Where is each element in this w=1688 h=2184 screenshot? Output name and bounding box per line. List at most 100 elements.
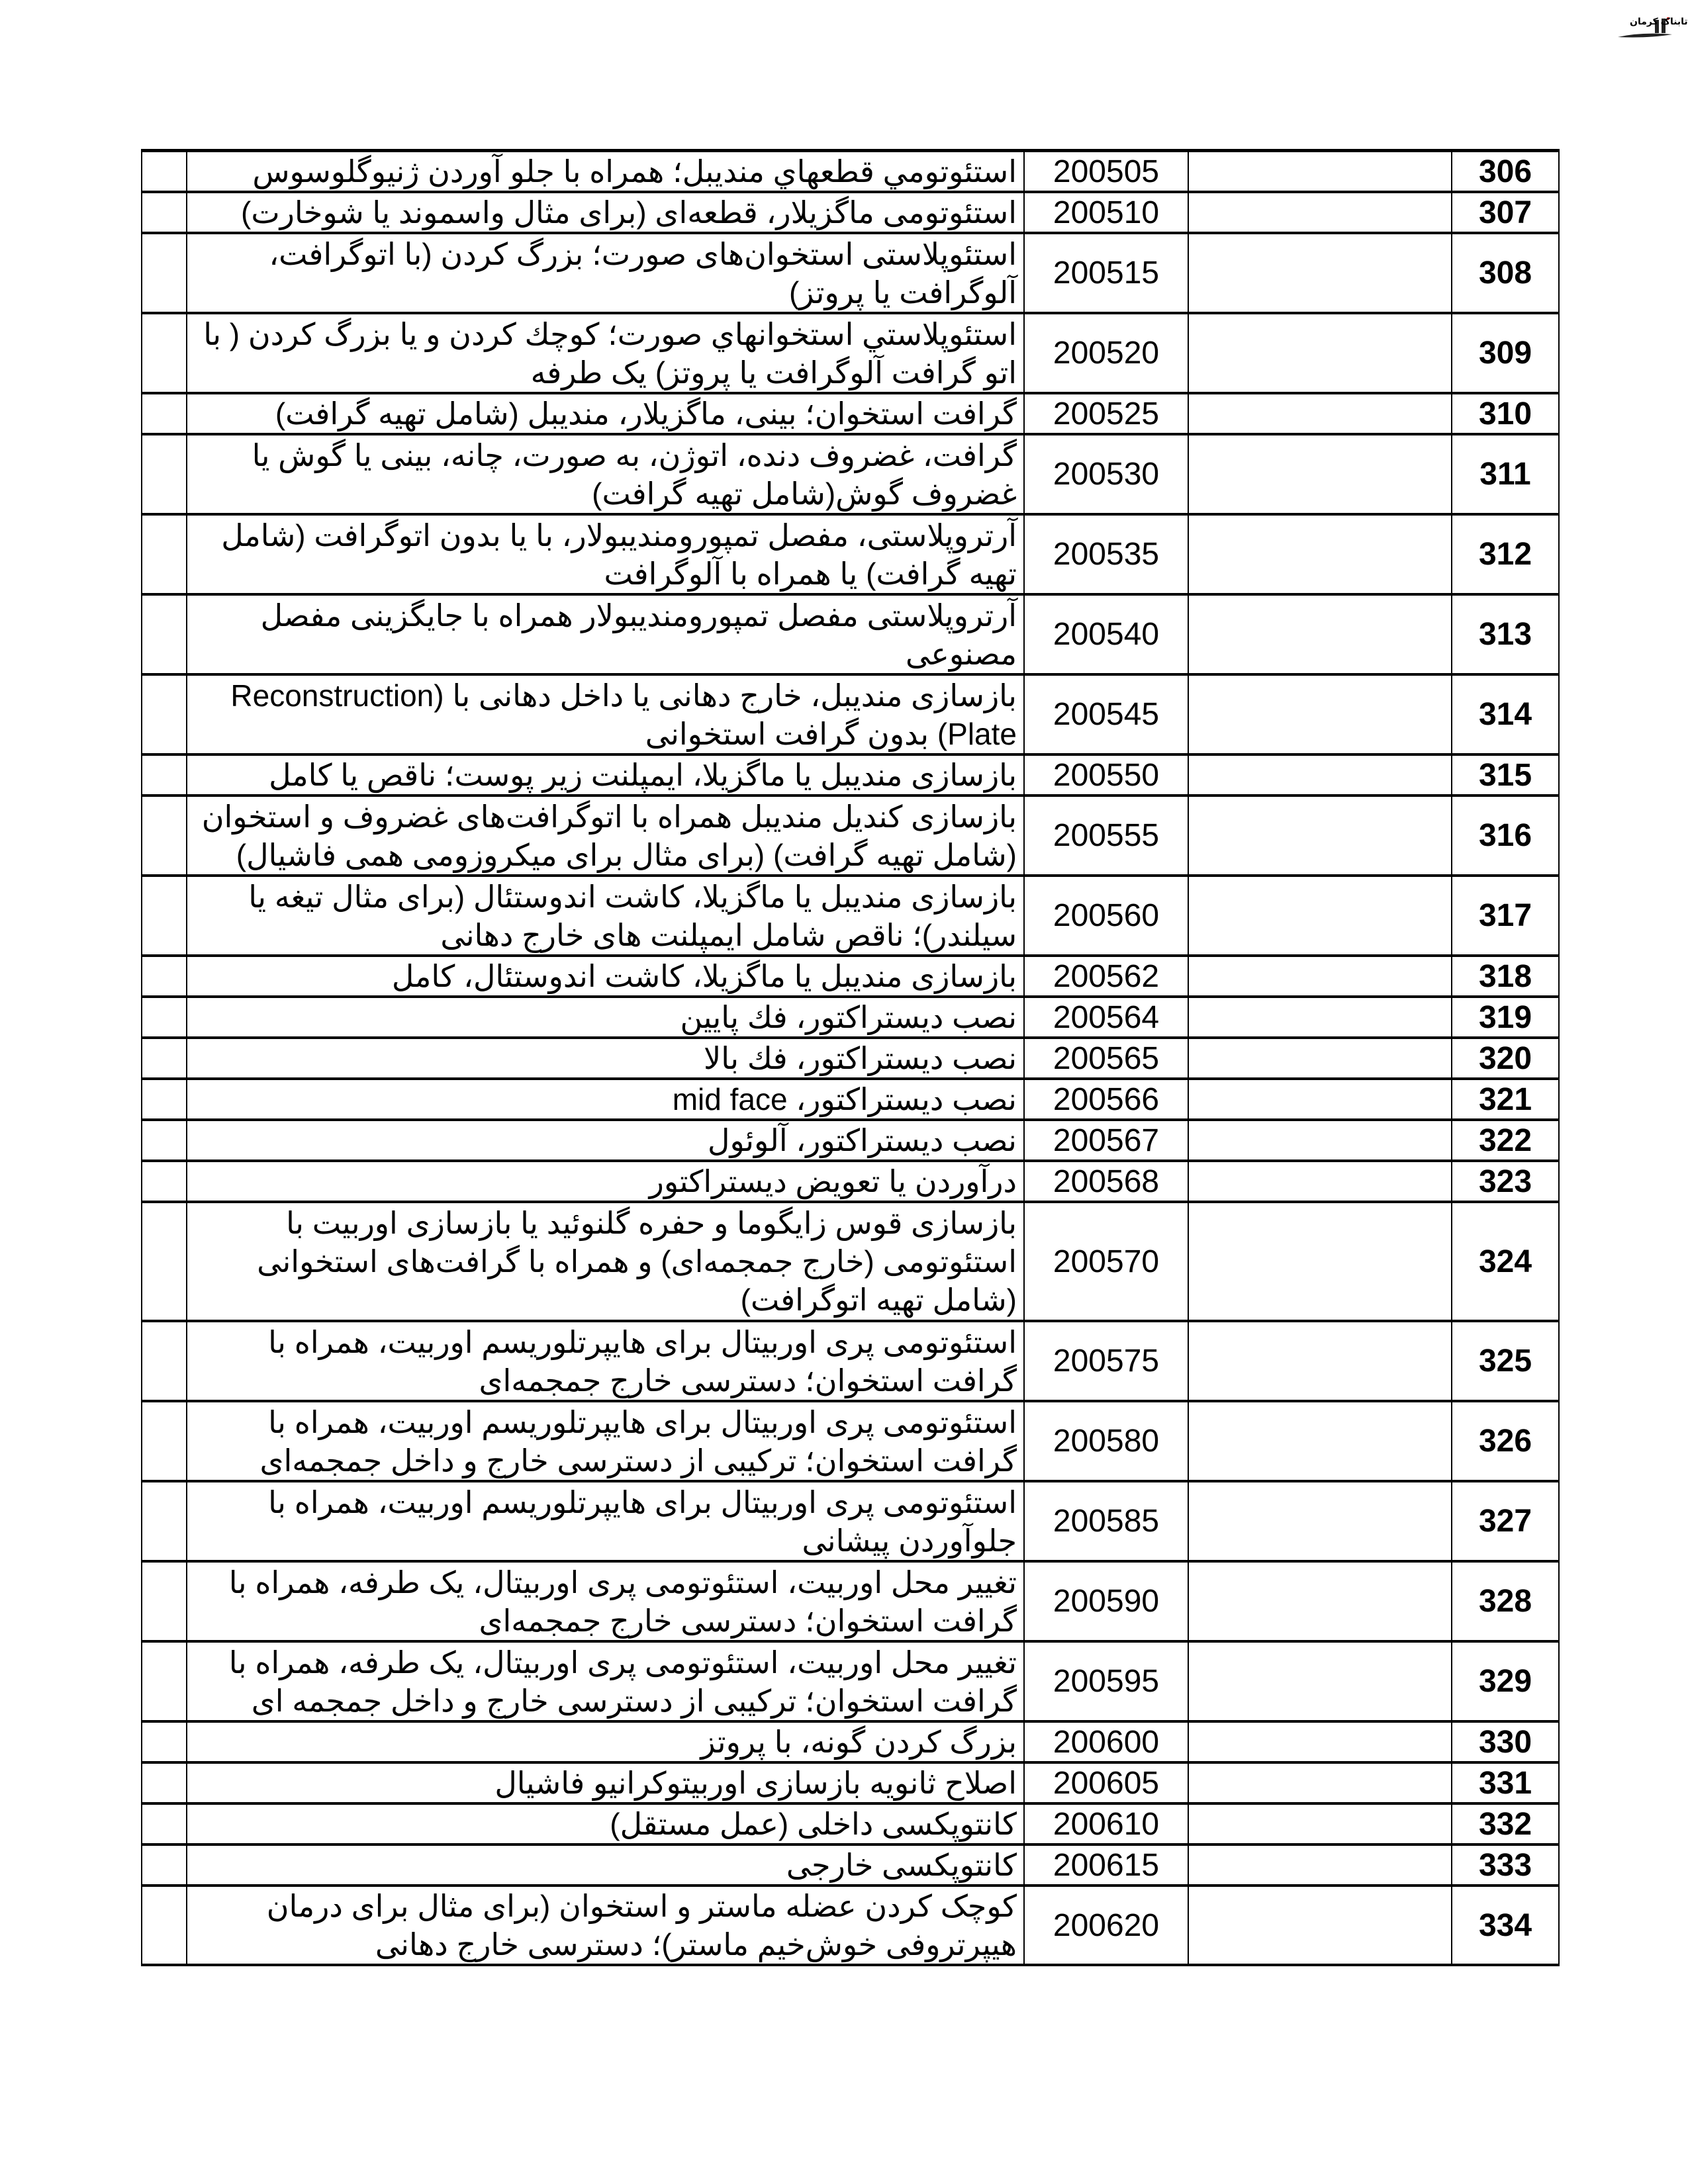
- table-row: بازسازی مندیبل یا ماگزیلا، کاشت اندوستئا…: [141, 955, 1560, 997]
- description-cell: نصب دیستراکتور، آلوئول: [186, 1119, 1025, 1161]
- table-row: نصب دیستراکتور، فك پایین 200564 319: [141, 996, 1560, 1038]
- table-row: آرتروپلاستی مفصل تمپورومندیبولار همراه ب…: [141, 594, 1560, 675]
- row-number-cell: 326: [1451, 1400, 1560, 1482]
- code-cell: 200566: [1023, 1078, 1189, 1120]
- blank-cell: [141, 1561, 187, 1642]
- table-row: نصب دیستراکتور، فك بالا 200565 320: [141, 1037, 1560, 1079]
- blank-cell: [141, 594, 187, 675]
- description-cell: کانتوپکسی داخلی (عمل مستقل): [186, 1803, 1025, 1845]
- code-cell: 200545: [1023, 674, 1189, 755]
- empty-cell: [1188, 955, 1452, 997]
- row-number-cell: 325: [1451, 1320, 1560, 1402]
- row-number-cell: 311: [1451, 433, 1560, 515]
- row-number-cell: 331: [1451, 1762, 1560, 1804]
- row-number-cell: 329: [1451, 1641, 1560, 1722]
- description-cell: بازسازی مندیبل یا ماگزیلا، کاشت اندوستئا…: [186, 875, 1025, 956]
- row-number-cell: 315: [1451, 754, 1560, 796]
- description-cell: بازسازی مندیبل، خارج دهانی یا داخل دهانی…: [186, 674, 1025, 755]
- table-row: کوچک کردن عضله ماستر و استخوان (برای مثا…: [141, 1885, 1560, 1966]
- code-cell: 200570: [1023, 1201, 1189, 1322]
- procedure-table: استئوتومي قطعهاي منديبل؛ همراه با جلو آو…: [141, 149, 1560, 1966]
- description-cell: استئوتومي قطعهاي منديبل؛ همراه با جلو آو…: [186, 150, 1025, 193]
- empty-cell: [1188, 514, 1452, 595]
- code-cell: 200615: [1023, 1844, 1189, 1886]
- code-cell: 200565: [1023, 1037, 1189, 1079]
- row-number-cell: 319: [1451, 996, 1560, 1038]
- description-cell: کوچک کردن عضله ماستر و استخوان (برای مثا…: [186, 1885, 1025, 1966]
- empty-cell: [1188, 1160, 1452, 1203]
- empty-cell: [1188, 754, 1452, 796]
- row-number-cell: 314: [1451, 674, 1560, 755]
- logo-text: تابناک کرمان: [1630, 16, 1688, 26]
- code-cell: 200595: [1023, 1641, 1189, 1722]
- empty-cell: [1188, 1885, 1452, 1966]
- code-cell: 200590: [1023, 1561, 1189, 1642]
- row-number-cell: 323: [1451, 1160, 1560, 1203]
- code-cell: 200555: [1023, 795, 1189, 876]
- code-cell: 200562: [1023, 955, 1189, 997]
- empty-cell: [1188, 1844, 1452, 1886]
- row-number-cell: 322: [1451, 1119, 1560, 1161]
- blank-cell: [141, 1078, 187, 1120]
- empty-cell: [1188, 875, 1452, 956]
- description-cell: استئوپلاستي استخوانهاي صورت؛ كوچك كردن و…: [186, 312, 1025, 394]
- row-number-cell: 328: [1451, 1561, 1560, 1642]
- blank-cell: [141, 1037, 187, 1079]
- row-number-cell: 333: [1451, 1844, 1560, 1886]
- empty-cell: [1188, 150, 1452, 193]
- description-cell: کانتوپکسی خارجی: [186, 1844, 1025, 1886]
- empty-cell: [1188, 1803, 1452, 1845]
- description-cell: درآوردن یا تعویض دیستراکتور: [186, 1160, 1025, 1203]
- blank-cell: [141, 1844, 187, 1886]
- code-cell: 200550: [1023, 754, 1189, 796]
- table-row: بازسازی مندیبل یا ماگزیلا، ایمپلنت زیر پ…: [141, 754, 1560, 796]
- blank-cell: [141, 392, 187, 435]
- table-row: بازسازی مندیبل، خارج دهانی یا داخل دهانی…: [141, 674, 1560, 755]
- description-cell: تغییر محل اوربیت، استئوتومی پری اوربیتال…: [186, 1561, 1025, 1642]
- table-row: بازسازی مندیبل یا ماگزیلا، کاشت اندوستئا…: [141, 875, 1560, 956]
- table-row: استئوتومی پری اوربیتال برای هایپرتلوریسم…: [141, 1320, 1560, 1402]
- table-row: استئوپلاستی استخوان‌های صورت؛ بزرگ کردن …: [141, 232, 1560, 314]
- code-cell: 200564: [1023, 996, 1189, 1038]
- empty-cell: [1188, 594, 1452, 675]
- description-cell: بازسازی کندیل مندیبل همراه با اتوگرافت‌ه…: [186, 795, 1025, 876]
- blank-cell: [141, 674, 187, 755]
- description-cell: گرافت، غضروف دنده، اتوژن، به صورت، چانه،…: [186, 433, 1025, 515]
- code-cell: 200510: [1023, 191, 1189, 234]
- description-cell: استئوپلاستی استخوان‌های صورت؛ بزرگ کردن …: [186, 232, 1025, 314]
- blank-cell: [141, 1160, 187, 1203]
- description-cell: آرتروپلاستی مفصل تمپورومندیبولار همراه ب…: [186, 594, 1025, 675]
- empty-cell: [1188, 312, 1452, 394]
- table-row: استئوتومي قطعهاي منديبل؛ همراه با جلو آو…: [141, 150, 1560, 193]
- row-number-cell: 316: [1451, 795, 1560, 876]
- table-row: استئوتومی ماگزیلار، قطعه‌ای (برای مثال و…: [141, 191, 1560, 234]
- description-cell: تغییر محل اوربیت، استئوتومی پری اوربیتال…: [186, 1641, 1025, 1722]
- code-cell: 200580: [1023, 1400, 1189, 1482]
- blank-cell: [141, 150, 187, 193]
- blank-cell: [141, 996, 187, 1038]
- blank-cell: [141, 1803, 187, 1845]
- table-row: بازسازی قوس زایگوما و حفره گلنوئید یا با…: [141, 1201, 1560, 1322]
- empty-cell: [1188, 1762, 1452, 1804]
- code-cell: 200605: [1023, 1762, 1189, 1804]
- description-cell: استئوتومی پری اوربیتال برای هایپرتلوریسم…: [186, 1480, 1025, 1562]
- table-row: بازسازی کندیل مندیبل همراه با اتوگرافت‌ه…: [141, 795, 1560, 876]
- description-cell: بازسازی مندیبل یا ماگزیلا، کاشت اندوستئا…: [186, 955, 1025, 997]
- empty-cell: [1188, 1400, 1452, 1482]
- code-cell: 200575: [1023, 1320, 1189, 1402]
- blank-cell: [141, 191, 187, 234]
- empty-cell: [1188, 1641, 1452, 1722]
- row-number-cell: 313: [1451, 594, 1560, 675]
- table-row: گرافت، غضروف دنده، اتوژن، به صورت، چانه،…: [141, 433, 1560, 515]
- description-cell: بزرگ کردن گونه، با پروتز: [186, 1721, 1025, 1763]
- blank-cell: [141, 754, 187, 796]
- blank-cell: [141, 875, 187, 956]
- empty-cell: [1188, 674, 1452, 755]
- logo-icon: [1618, 17, 1672, 38]
- table-row: تغییر محل اوربیت، استئوتومی پری اوربیتال…: [141, 1641, 1560, 1722]
- blank-cell: [141, 1641, 187, 1722]
- empty-cell: [1188, 232, 1452, 314]
- code-cell: 200525: [1023, 392, 1189, 435]
- blank-cell: [141, 514, 187, 595]
- blank-cell: [141, 1320, 187, 1402]
